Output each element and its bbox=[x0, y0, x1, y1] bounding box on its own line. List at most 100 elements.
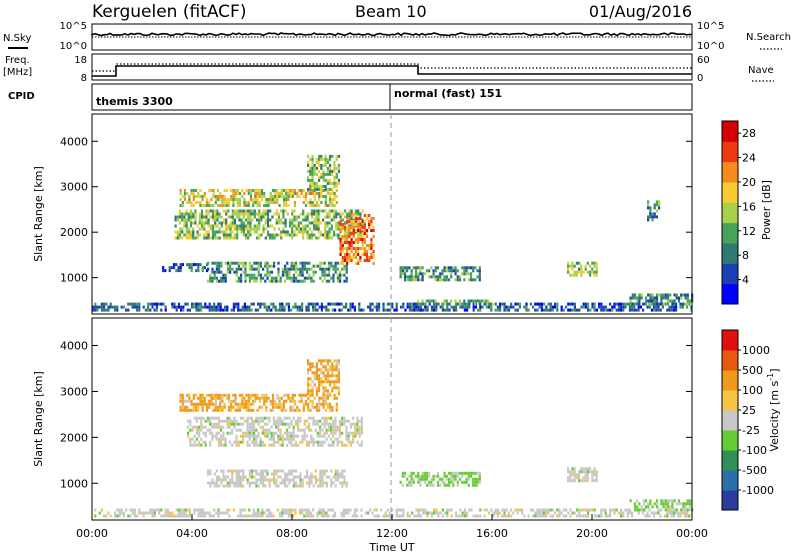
heatmap-cell bbox=[210, 204, 213, 207]
heatmap-cell bbox=[312, 422, 315, 426]
heatmap-cell bbox=[225, 230, 228, 234]
heatmap-cell bbox=[325, 481, 328, 485]
heatmap-cell bbox=[494, 302, 497, 306]
heatmap-cell bbox=[252, 198, 255, 201]
heatmap-cell bbox=[356, 431, 359, 435]
heatmap-cell bbox=[413, 308, 416, 312]
heatmap-cell bbox=[206, 305, 209, 309]
heatmap-cell bbox=[277, 422, 280, 426]
heatmap-cell bbox=[277, 261, 280, 265]
heatmap-cell bbox=[439, 278, 442, 282]
heatmap-cell bbox=[321, 434, 324, 438]
heatmap-cell bbox=[646, 511, 649, 515]
heatmap-cell bbox=[365, 214, 369, 217]
heatmap-cell bbox=[313, 198, 316, 201]
heatmap-cell bbox=[573, 308, 576, 312]
heatmap-cell bbox=[221, 201, 224, 204]
heatmap-cell bbox=[677, 499, 681, 503]
heatmap-cell bbox=[230, 198, 233, 201]
heatmap-cell bbox=[222, 221, 226, 225]
heatmap-cell bbox=[587, 508, 590, 512]
heatmap-cell bbox=[260, 195, 264, 198]
heatmap-cell bbox=[333, 365, 336, 369]
heatmap-cell bbox=[232, 508, 235, 512]
heatmap-cell bbox=[227, 236, 230, 240]
heatmap-cell bbox=[325, 308, 328, 312]
heatmap-cell bbox=[369, 508, 372, 512]
heatmap-cell bbox=[158, 511, 161, 515]
heatmap-cell bbox=[401, 266, 404, 270]
heatmap-cell bbox=[364, 511, 367, 515]
heatmap-cell bbox=[523, 514, 526, 518]
heatmap-cell bbox=[188, 408, 191, 412]
heatmap-cell bbox=[334, 425, 337, 429]
heatmap-cell bbox=[251, 209, 254, 213]
heatmap-cell bbox=[636, 299, 639, 303]
heatmap-cell bbox=[118, 508, 121, 512]
heatmap-cell bbox=[242, 233, 245, 237]
heatmap-cell bbox=[311, 157, 314, 161]
heatmap-cell bbox=[308, 236, 311, 240]
heatmap-cell bbox=[147, 302, 150, 306]
heatmap-cell bbox=[325, 514, 328, 518]
heatmap-cell bbox=[188, 399, 191, 403]
heatmap-cell bbox=[311, 365, 314, 369]
heatmap-cell bbox=[276, 192, 279, 195]
heatmap-cell bbox=[673, 499, 676, 503]
heatmap-cell bbox=[346, 229, 349, 232]
heatmap-cell bbox=[199, 305, 202, 309]
heatmap-cell bbox=[277, 425, 280, 429]
heatmap-cell bbox=[345, 428, 348, 432]
heatmap-cell bbox=[664, 302, 667, 306]
heatmap-cell bbox=[443, 302, 446, 306]
heatmap-cell bbox=[538, 514, 541, 518]
heatmap-cell bbox=[688, 302, 691, 306]
heatmap-cell bbox=[372, 217, 375, 220]
heatmap-cell bbox=[262, 267, 265, 271]
heatmap-cell bbox=[540, 308, 543, 312]
heatmap-cell bbox=[450, 471, 453, 475]
heatmap-cell bbox=[358, 431, 361, 435]
heatmap-cell bbox=[181, 215, 184, 219]
heatmap-cell bbox=[188, 508, 191, 512]
heatmap-cell bbox=[326, 368, 329, 372]
heatmap-cell bbox=[299, 484, 302, 488]
heatmap-cell bbox=[232, 201, 235, 204]
heatmap-cell bbox=[195, 302, 198, 306]
heatmap-cell bbox=[114, 308, 117, 312]
heatmap-cell bbox=[466, 305, 469, 309]
heatmap-cell bbox=[274, 189, 277, 192]
heatmap-cell bbox=[382, 302, 385, 306]
heatmap-cell bbox=[290, 508, 293, 512]
heatmap-cell bbox=[677, 296, 681, 300]
heatmap-cell bbox=[467, 272, 470, 276]
heatmap-cell bbox=[286, 273, 289, 277]
heatmap-cell bbox=[262, 212, 265, 216]
heatmap-cell bbox=[668, 305, 671, 309]
heatmap-cell bbox=[288, 469, 291, 473]
heatmap-cell bbox=[243, 201, 246, 204]
heatmap-cell bbox=[301, 270, 304, 274]
heatmap-cell bbox=[650, 302, 653, 306]
heatmap-cell bbox=[301, 267, 304, 271]
heatmap-cell bbox=[326, 215, 329, 219]
heatmap-cell bbox=[329, 383, 332, 387]
heatmap-cell bbox=[213, 276, 216, 280]
heatmap-cell bbox=[556, 305, 559, 309]
heatmap-cell bbox=[476, 471, 479, 475]
heatmap-cell bbox=[680, 502, 683, 506]
heatmap-cell bbox=[223, 189, 226, 192]
heatmap-cell bbox=[186, 508, 189, 512]
heatmap-cell bbox=[447, 480, 451, 484]
heatmap-cell bbox=[322, 389, 325, 393]
heatmap-cell bbox=[595, 264, 598, 268]
heatmap-cell bbox=[309, 511, 312, 515]
heatmap-cell bbox=[297, 221, 300, 225]
heatmap-cell bbox=[253, 273, 256, 277]
heatmap-cell bbox=[253, 212, 256, 216]
heatmap-cell bbox=[253, 224, 256, 228]
heatmap-cell bbox=[357, 250, 360, 253]
heatmap-cell bbox=[211, 481, 214, 485]
heatmap-cell bbox=[337, 227, 340, 231]
heatmap-cell bbox=[211, 267, 214, 271]
